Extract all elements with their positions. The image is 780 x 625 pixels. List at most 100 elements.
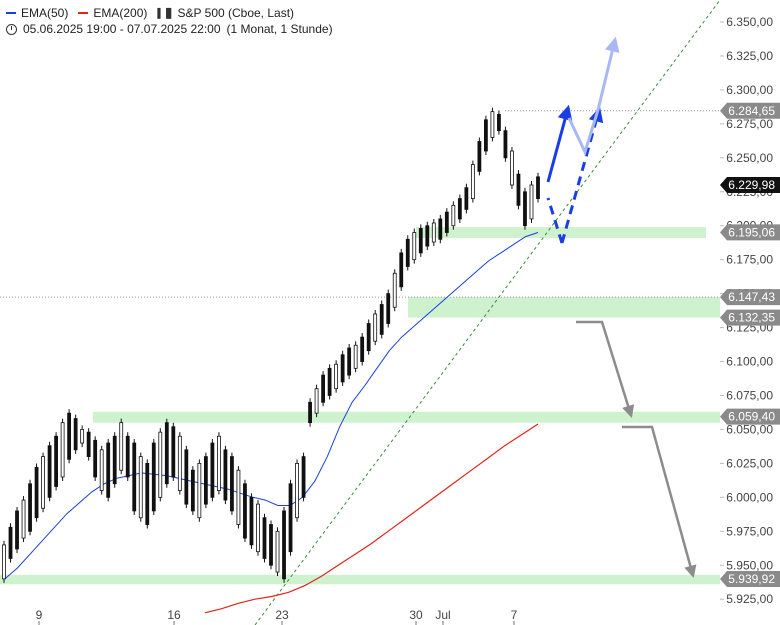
candle-body [86, 431, 91, 458]
candle-body [125, 435, 130, 478]
candle-body [262, 517, 267, 559]
candle-body [164, 422, 169, 485]
y-tick-label: 5.950,00 [726, 558, 773, 572]
candle-body [503, 130, 508, 159]
support-zone [0, 574, 720, 585]
candle-body [256, 503, 260, 553]
candle-body [314, 388, 319, 414]
candle-body [93, 439, 98, 478]
legend-ema50[interactable]: EMA(50) [6, 5, 68, 21]
x-tick-label: 23 [275, 608, 289, 622]
candle-body [516, 173, 521, 206]
candle-body [21, 499, 26, 539]
ema50-label: EMA(50) [21, 6, 69, 20]
bearish-arrow-1 [576, 320, 635, 418]
candle-body [67, 412, 72, 460]
candle-body [243, 483, 247, 539]
candle-body [529, 184, 534, 220]
candle-body [282, 510, 286, 580]
price-label-text: 6.147,43 [728, 290, 775, 304]
price-label-box [720, 289, 780, 306]
candle-body [230, 456, 234, 512]
candle-body [138, 456, 143, 519]
bullish-extension-arrow [567, 36, 620, 157]
price-label-text: 5.939,92 [728, 572, 775, 586]
price-label-box [720, 102, 780, 119]
symbol-label: S&P 500 (Cboe, Last) [177, 6, 295, 20]
candle-body [236, 469, 241, 525]
y-tick-label: 5.925,00 [726, 592, 773, 606]
candle-body [28, 483, 32, 532]
price-label-box [720, 570, 780, 587]
legend-symbol[interactable]: ▌▐▌ S&P 500 (Cboe, Last) [157, 5, 294, 21]
candle-body [203, 456, 208, 505]
candle-body [73, 418, 78, 451]
candle-body [418, 228, 423, 254]
legend-ema200[interactable]: EMA(200) [78, 5, 147, 21]
candle-body [145, 462, 150, 525]
price-label-text: 6.229,98 [728, 178, 775, 192]
candle-body [308, 401, 312, 424]
ema-lines [4, 232, 539, 614]
price-label-box [720, 408, 780, 425]
price-labels: 6.284,65 6.229,98 6.195,06 6.147,43 6.132,35… [720, 102, 780, 587]
candle-body [301, 456, 306, 498]
y-tick-label: 6.050,00 [726, 422, 773, 436]
candle-body [405, 238, 410, 267]
candle-body [184, 449, 189, 505]
y-tick-label: 6.350,00 [726, 15, 773, 29]
x-tick-label: Jul [435, 608, 450, 622]
price-axis: 6.350,00 6.325,00 6.300,00 6.275,00 6.250,00… [720, 15, 773, 606]
candle-body [106, 442, 111, 498]
candle-body [54, 435, 58, 487]
bullish-dashed-down [546, 197, 564, 244]
price-candles [2, 107, 540, 583]
candle-body [288, 483, 293, 553]
y-tick-label: 6.250,00 [726, 151, 773, 165]
bullish-dashed-up [560, 106, 604, 244]
candle-body [321, 374, 325, 403]
candle-body [510, 150, 514, 186]
candle-body [223, 449, 228, 501]
price-label-box [720, 309, 780, 326]
candle-body [497, 113, 501, 132]
candle-body [99, 449, 104, 491]
candle-body [197, 462, 202, 519]
candle-body [119, 422, 124, 471]
bearish-arrow-2 [622, 425, 697, 579]
candle-body [438, 218, 443, 240]
price-label-text: 6.132,35 [728, 311, 775, 325]
candle-body [340, 354, 345, 383]
scenario-arrows [546, 36, 697, 579]
candle-body [444, 211, 449, 233]
x-tick-label: 30 [409, 608, 423, 622]
support-zone [408, 297, 720, 318]
time-axis: 9 16 23 30 Jul 7 [36, 608, 518, 625]
candle-body [399, 252, 404, 288]
candle-body [2, 544, 6, 580]
y-tick-label: 6.325,00 [726, 49, 773, 63]
price-label-box [720, 224, 780, 241]
candles-icon: ▌▐▌ [157, 8, 174, 18]
candle-body [151, 442, 156, 512]
ema200-label: EMA(200) [93, 6, 148, 20]
candle-body [484, 119, 488, 152]
candle-body [477, 141, 482, 172]
candle-body [412, 232, 417, 261]
candle-body [470, 164, 475, 199]
candle-body [451, 204, 456, 227]
candle-body [177, 435, 182, 491]
candle-body [47, 445, 52, 498]
y-tick-label: 6.025,00 [726, 456, 773, 470]
ema200-line [204, 423, 539, 614]
candle-body [392, 272, 397, 308]
candle-body [334, 363, 339, 390]
y-tick-label: 6.000,00 [726, 490, 773, 504]
bullish-arrow-up [546, 104, 573, 183]
price-label-text: 6.284,65 [728, 104, 775, 118]
chart-legend: EMA(50) EMA(200) ▌▐▌ S&P 500 (Cboe, Last… [6, 5, 333, 37]
candle-body [360, 336, 365, 362]
candle-body [366, 323, 371, 352]
candle-body [536, 176, 540, 199]
